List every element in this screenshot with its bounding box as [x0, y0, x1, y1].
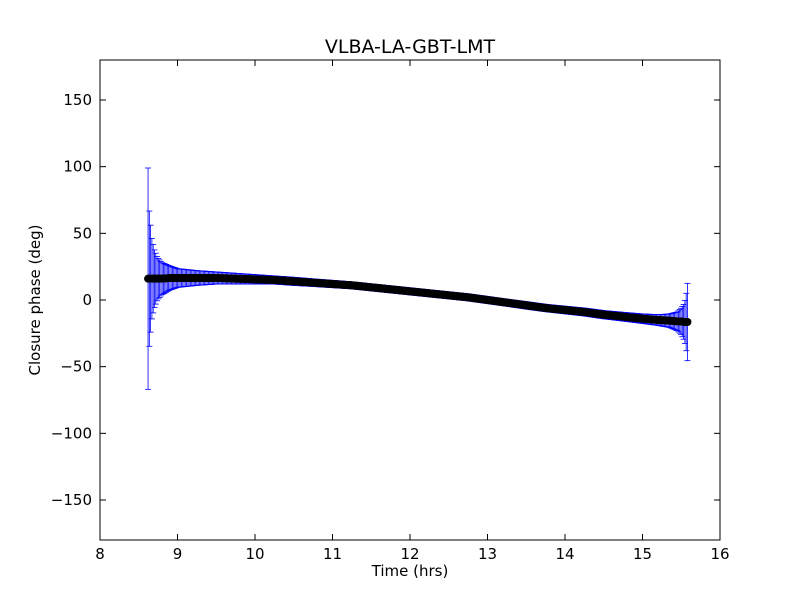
y-tick-label: 150 [63, 91, 92, 109]
data-markers [144, 274, 692, 326]
x-tick-label: 13 [478, 545, 497, 563]
y-tick-label: 50 [73, 224, 92, 242]
plot-area [100, 60, 720, 540]
x-axis-ticks: 8 9 10 11 12 13 14 15 16 [95, 60, 730, 563]
y-axis-ticks: −150 −100 −50 0 50 100 150 [51, 91, 720, 509]
x-tick-label: 12 [400, 545, 419, 563]
data-point [683, 318, 692, 326]
x-tick-label: 10 [245, 545, 264, 563]
y-tick-label: 100 [63, 158, 92, 176]
y-tick-label: −150 [51, 491, 92, 509]
data-series [144, 167, 692, 390]
y-tick-label: −50 [60, 358, 92, 376]
x-tick-label: 9 [173, 545, 183, 563]
x-tick-label: 16 [710, 545, 729, 563]
x-tick-label: 8 [95, 545, 105, 563]
y-tick-label: 0 [82, 291, 92, 309]
x-tick-label: 14 [555, 545, 574, 563]
x-axis-label: Time (hrs) [371, 562, 449, 580]
y-tick-label: −100 [51, 424, 92, 442]
x-tick-label: 11 [323, 545, 342, 563]
x-tick-label: 15 [633, 545, 652, 563]
chart-title: VLBA-LA-GBT-LMT [325, 36, 496, 58]
y-axis-label: Closure phase (deg) [26, 225, 44, 376]
